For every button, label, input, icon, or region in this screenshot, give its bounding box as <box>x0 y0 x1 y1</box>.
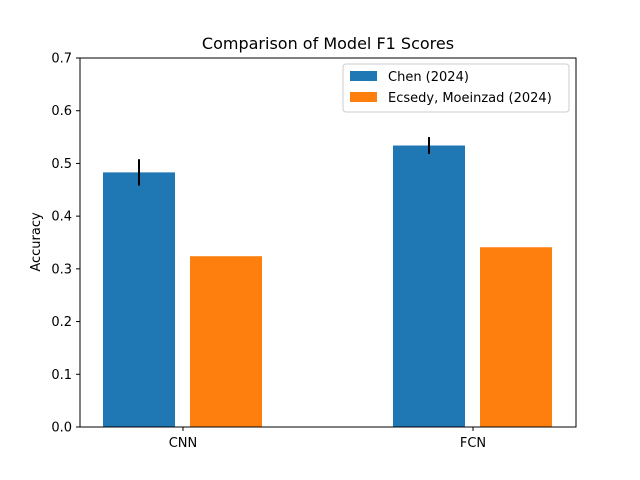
legend-swatch-series-1 <box>350 71 377 81</box>
y-tick-label: 0.0 <box>51 421 72 436</box>
chart-title: Comparison of Model F1 Scores <box>202 34 454 53</box>
x-tick-label-cnn: CNN <box>169 436 198 451</box>
y-ticks: 0.0 0.1 0.2 0.3 0.4 0.5 0.6 0.7 <box>51 52 80 436</box>
y-tick-label: 0.1 <box>51 368 72 383</box>
x-tick-label-fcn: FCN <box>460 436 486 451</box>
y-tick-label: 0.5 <box>51 157 72 172</box>
bars-layer <box>103 145 552 427</box>
error-bars-layer <box>138 137 430 186</box>
bar-cnn-series-2 <box>190 256 262 427</box>
bar-fcn-series-2 <box>480 247 552 427</box>
y-tick-label: 0.4 <box>51 210 72 225</box>
y-tick-label: 0.2 <box>51 315 72 330</box>
bar-cnn-series-1 <box>103 172 175 427</box>
y-tick-label: 0.3 <box>51 262 72 277</box>
legend-label-series-1: Chen (2024) <box>388 70 469 85</box>
legend-swatch-series-2 <box>350 92 377 102</box>
axes-layer <box>79 57 577 428</box>
legend: Chen (2024) Ecsedy, Moeinzad (2024) <box>342 63 570 113</box>
bar-fcn-series-1 <box>393 145 465 427</box>
x-ticks: CNN FCN <box>169 427 486 451</box>
legend-box <box>342 63 570 113</box>
y-axis-label: Accuracy <box>29 212 44 272</box>
y-tick-label: 0.7 <box>51 52 72 67</box>
y-tick-label: 0.6 <box>51 104 72 119</box>
plot-frame <box>79 57 577 428</box>
legend-label-series-2: Ecsedy, Moeinzad (2024) <box>388 91 552 106</box>
